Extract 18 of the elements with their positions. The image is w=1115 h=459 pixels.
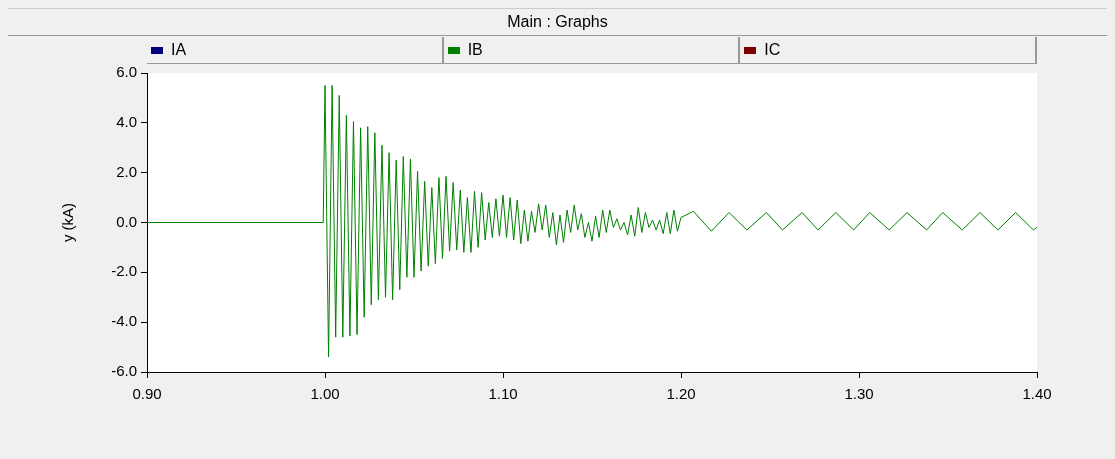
legend-label: IB — [467, 41, 483, 59]
y-tick-label: 0.0 — [116, 212, 137, 230]
x-tick-label: 1.30 — [844, 385, 874, 403]
y-tick-label: -6.0 — [111, 362, 137, 380]
y-tick-label: 4.0 — [116, 112, 137, 130]
x-tick-label: 0.90 — [132, 385, 162, 403]
x-tick-label: 1.10 — [488, 385, 518, 403]
legend-label: IA — [171, 41, 187, 59]
chart-title: Main : Graphs — [8, 8, 1107, 36]
y-axis-title: y (kA) — [59, 202, 77, 243]
y-tick-label: -2.0 — [111, 262, 137, 280]
y-tick-label: 2.0 — [116, 162, 137, 180]
x-tick-label: 1.00 — [310, 385, 340, 403]
x-tick-label: 1.20 — [666, 385, 696, 403]
y-tick-label: 6.0 — [116, 63, 137, 81]
legend-label: IC — [764, 41, 781, 59]
x-tick-label: 1.40 — [1022, 385, 1052, 403]
y-tick-label: -4.0 — [111, 312, 137, 330]
